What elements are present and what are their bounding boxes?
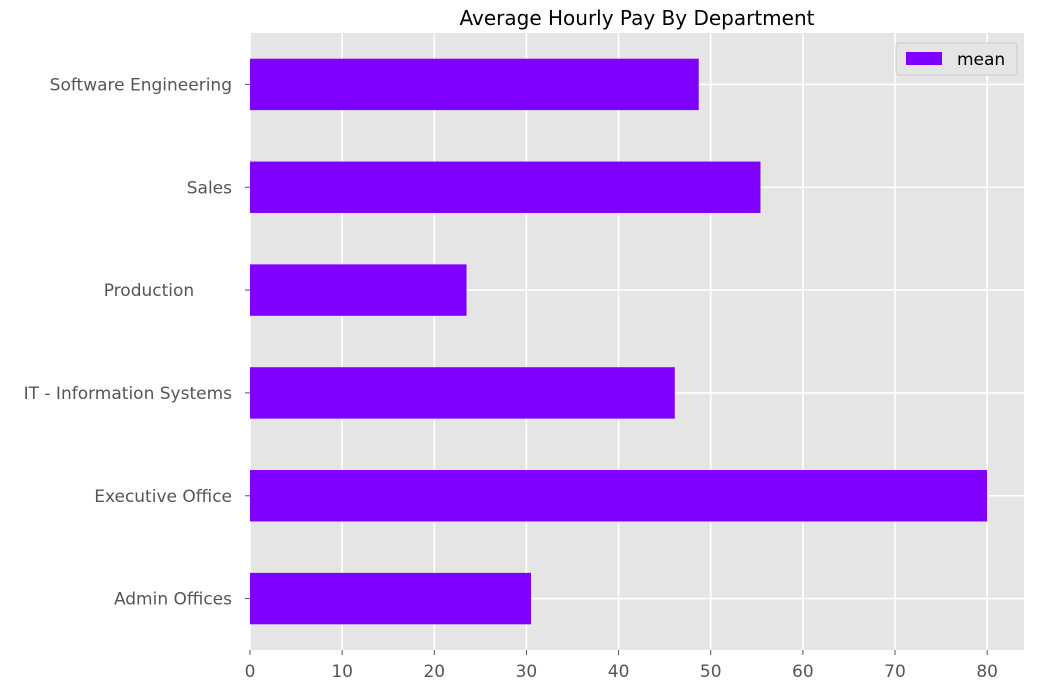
y-tick-labels: Admin Offices Executive Office IT - Inform… [24,75,250,610]
y-tick-label: Admin Offices [114,590,232,610]
legend-box [895,42,1018,76]
x-tick-label: 60 [792,662,814,682]
bar [250,367,675,419]
bars [250,58,988,625]
x-tick-label: 80 [976,662,998,682]
chart-title: Average Hourly Pay By Department [460,6,815,30]
x-tick-label: 0 [245,662,256,682]
bar [250,161,761,213]
x-tick-label: 30 [516,662,538,682]
y-tick-label: Sales [187,178,232,198]
x-tick-label: 10 [331,662,353,682]
legend-swatch [906,52,942,65]
x-tick-label: 40 [608,662,630,682]
legend: mean [895,42,1018,76]
bar [250,58,699,111]
x-tick-label: 50 [700,662,722,682]
y-tick-label: Executive Office [94,487,232,507]
plot-background [250,33,1024,650]
bar [250,572,532,625]
legend-label: mean [957,50,1005,70]
bar [250,264,467,316]
x-tick-label: 20 [423,662,445,682]
y-tick-label: Production [104,281,232,301]
x-tick-labels: 0 10 20 30 40 50 60 70 80 [245,650,998,682]
y-tick-label: Software Engineering [50,75,232,95]
x-tick-label: 70 [884,662,906,682]
y-tick-label: IT - Information Systems [24,384,233,404]
bar [250,470,988,522]
